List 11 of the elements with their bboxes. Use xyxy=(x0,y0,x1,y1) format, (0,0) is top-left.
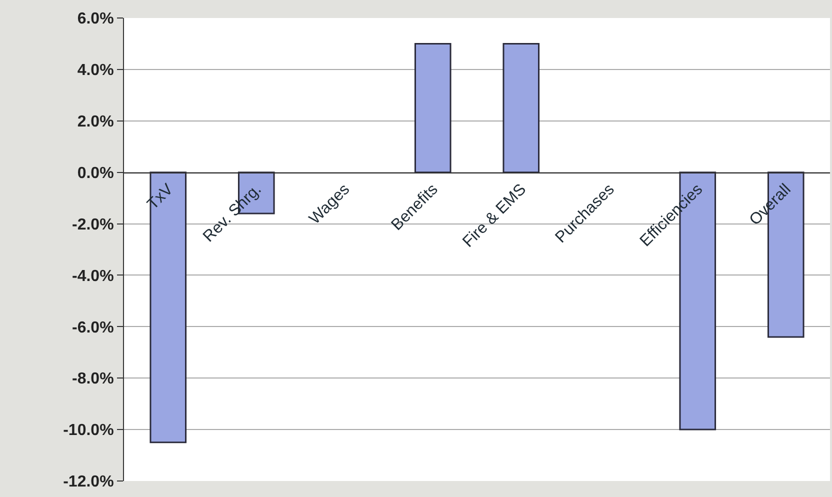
y-tick-label: -8.0% xyxy=(72,370,114,388)
y-tick-label: -10.0% xyxy=(63,422,114,440)
y-tick-label: 6.0% xyxy=(77,10,114,28)
y-tick-label: 0.0% xyxy=(77,164,114,182)
y-tick-label: -12.0% xyxy=(63,474,114,491)
x-tick-label: TxV xyxy=(144,180,177,214)
y-tick-label: 4.0% xyxy=(77,62,114,80)
y-tick-label: -4.0% xyxy=(72,268,114,285)
y-tick-label: -6.0% xyxy=(72,319,114,336)
y-tick-label: -2.0% xyxy=(72,216,114,234)
y-tick-label: 2.0% xyxy=(77,113,114,130)
